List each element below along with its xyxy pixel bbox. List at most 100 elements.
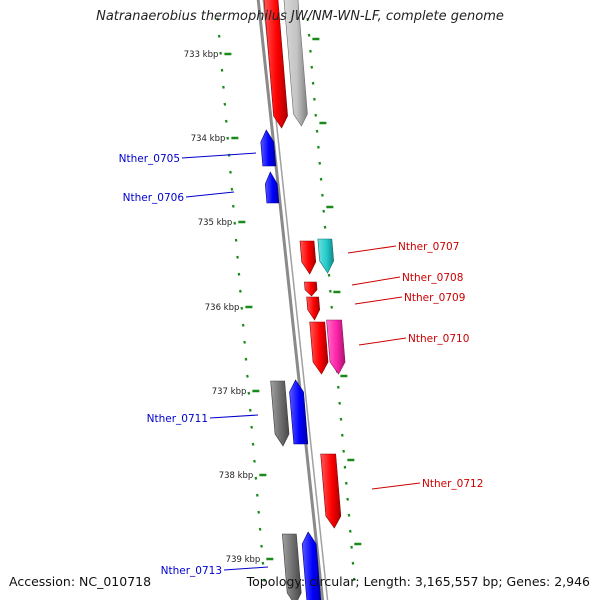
outer-tick-dot: [347, 513, 351, 517]
gene-label-nther_0708[interactable]: Nther_0708: [402, 272, 463, 284]
outer-tick-dot: [336, 385, 340, 389]
gene-feature[interactable]: [326, 319, 346, 375]
inner-tick-dot: [241, 323, 245, 327]
outer-tick-dot: [315, 129, 319, 133]
scale-label: 738 kbp: [219, 471, 254, 481]
gene-feature[interactable]: [301, 531, 322, 600]
accession-text: Accession: NC_010718: [9, 574, 152, 589]
inner-tick-dot: [224, 119, 228, 123]
inner-tick-dot: [230, 187, 234, 191]
gene-feature[interactable]: [317, 238, 334, 274]
outer-tick-dot: [319, 177, 323, 181]
inner-tick-dot: [244, 357, 248, 361]
scale-label: 734 kbp: [191, 134, 226, 144]
outer-tick-dot: [339, 417, 343, 421]
outer-tick-dot: [329, 289, 332, 293]
inner-tick-dot: [229, 170, 232, 174]
scale-label: 733 kbp: [184, 50, 219, 60]
outer-tick-dot: [342, 449, 346, 453]
label-leader-line: [371, 482, 421, 490]
gene-label-nther_0711[interactable]: Nther_0711: [147, 413, 208, 425]
inner-tick-dot: [255, 493, 259, 497]
scale-label: 737 kbp: [212, 387, 247, 397]
inner-tick-dot: [236, 255, 239, 259]
genome-summary-text: Topology: circular; Length: 3,165,557 bp…: [246, 574, 590, 589]
inner-tick-dot: [248, 408, 252, 412]
gene-feature[interactable]: [299, 240, 317, 275]
inner-tick-dot: [254, 476, 258, 480]
gene-label-nther_0706[interactable]: Nther_0706: [123, 192, 185, 204]
outer-tick-dot: [350, 545, 353, 549]
inner-tick-dot: [260, 544, 263, 548]
inner-tick-dot: [258, 527, 262, 531]
label-leader-line: [351, 276, 401, 286]
outer-tick-dot: [346, 497, 350, 501]
gene-feature[interactable]: [283, 0, 308, 127]
gene-feature[interactable]: [263, 0, 288, 129]
inner-tick-dot: [239, 289, 242, 293]
scale-label: 736 kbp: [205, 303, 240, 313]
outer-tick-dot: [338, 401, 342, 405]
inner-tick-dot: [226, 136, 230, 140]
gene-label-nther_0712[interactable]: Nther_0712: [422, 478, 483, 490]
gene-label-nther_0707[interactable]: Nther_0707: [398, 241, 459, 253]
inner-tick-dot: [234, 238, 238, 242]
outer-tick-dot: [313, 97, 316, 101]
outer-tick-dot: [307, 33, 311, 37]
outer-tick-dot: [306, 17, 310, 21]
scale-label: 739 kbp: [226, 555, 261, 565]
outer-tick-dot: [323, 225, 327, 229]
gene-feature[interactable]: [260, 129, 277, 167]
inner-tick-dot: [233, 221, 237, 225]
inner-tick-dot: [253, 459, 256, 463]
label-leader-line: [347, 245, 397, 254]
outer-tick-dot: [311, 81, 315, 85]
outer-tick-dot: [330, 305, 334, 309]
label-leader-line: [209, 414, 259, 419]
outer-tick-dot: [348, 529, 352, 533]
inner-tick-dot: [262, 578, 266, 582]
inner-tick-dot: [247, 391, 251, 395]
backbone-line: [256, 0, 325, 600]
outer-tick-dot: [327, 273, 331, 277]
outer-tick-dot: [351, 561, 355, 565]
inner-tick-dot: [237, 272, 241, 276]
gene-feature[interactable]: [306, 296, 321, 321]
gene-label-nther_0713[interactable]: Nther_0713: [161, 565, 222, 577]
label-leader-line: [354, 296, 403, 305]
outer-tick-dot: [309, 49, 312, 53]
outer-tick-dot: [344, 481, 348, 485]
outer-tick-dot: [310, 65, 314, 69]
inner-tick-dot: [217, 34, 221, 38]
outer-tick-dot: [321, 193, 324, 197]
inner-tick-dot: [222, 85, 225, 89]
inner-tick-dot: [231, 204, 235, 208]
gene-feature[interactable]: [281, 533, 302, 600]
gene-feature[interactable]: [270, 380, 290, 447]
gene-feature[interactable]: [309, 321, 329, 375]
label-leader-line: [185, 191, 235, 198]
inner-tick-dot: [219, 51, 222, 55]
scale-label: 735 kbp: [198, 218, 233, 228]
outer-tick-dot: [343, 465, 347, 469]
gene-feature[interactable]: [264, 171, 280, 204]
inner-tick-dot: [261, 561, 265, 565]
inner-tick-dot: [243, 340, 246, 344]
gene-feature[interactable]: [320, 453, 342, 529]
gene-label-nther_0710[interactable]: Nther_0710: [408, 333, 469, 345]
gene-feature[interactable]: [304, 281, 318, 297]
inner-tick-dot: [257, 510, 261, 514]
gene-label-nther_0705[interactable]: Nther_0705: [119, 153, 180, 165]
outer-tick-dot: [318, 161, 322, 165]
gene-label-nther_0709[interactable]: Nther_0709: [404, 292, 465, 304]
inner-tick-dot: [246, 374, 249, 378]
outer-tick-dot: [322, 209, 326, 213]
inner-tick-dot: [216, 17, 220, 21]
gene-feature[interactable]: [289, 379, 309, 445]
map-title: Natranaerobius thermophilus JW/NM-WN-LF,…: [96, 9, 504, 24]
label-leader-line: [358, 337, 407, 346]
inner-tick-dot: [223, 102, 227, 106]
inner-tick-dot: [250, 425, 254, 429]
